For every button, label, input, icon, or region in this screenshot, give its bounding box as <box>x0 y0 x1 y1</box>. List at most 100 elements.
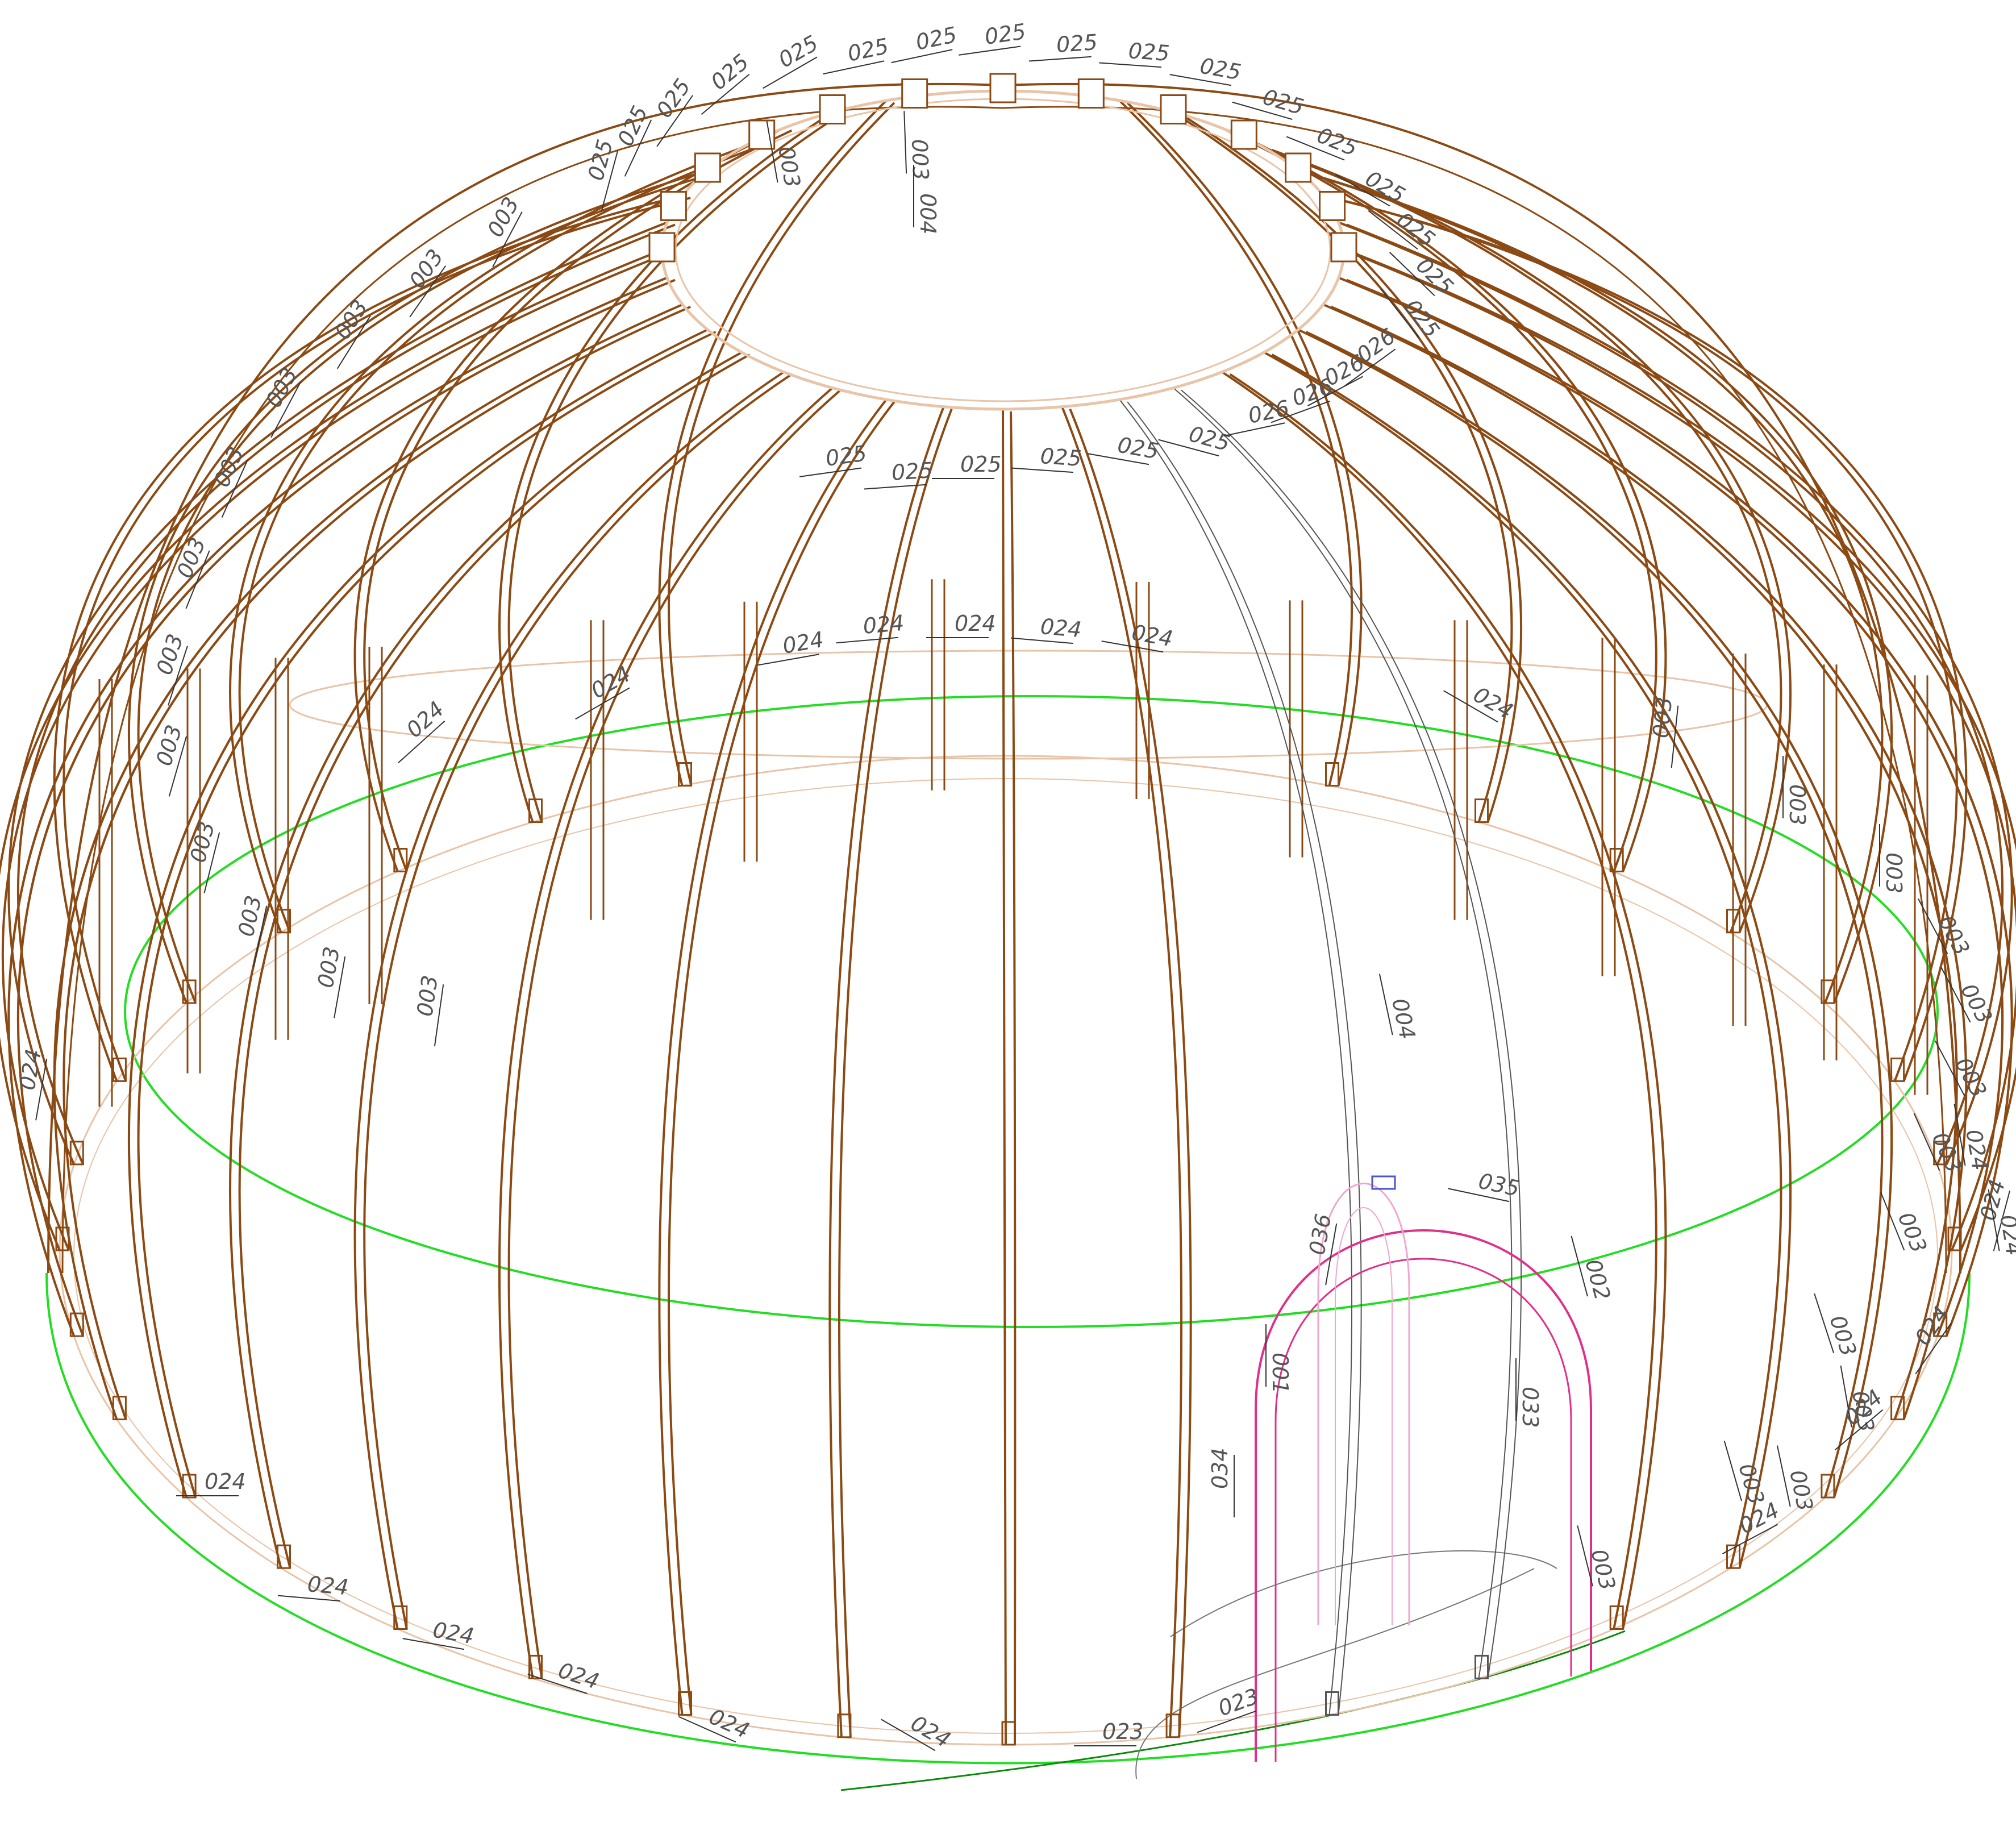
callout-label: 025 <box>1361 166 1410 208</box>
callout-label: 025 <box>613 102 653 149</box>
callout: 002 <box>1571 1229 1615 1304</box>
rib <box>18 224 675 1164</box>
callout-label: 025 <box>774 30 823 72</box>
rib <box>1352 252 2016 1250</box>
callout: 024 <box>176 1469 246 1496</box>
door-frame-layer <box>1256 1176 1591 1762</box>
callout-label: 003 <box>773 144 805 189</box>
callout-label: 025 <box>983 19 1027 49</box>
callout: 025 <box>749 30 823 88</box>
door-arch-outer <box>1256 1230 1591 1762</box>
callout: 003 <box>308 945 347 1018</box>
rib-layer <box>0 84 2016 1745</box>
callout-label: 024 <box>306 1571 349 1600</box>
callout: 025 <box>1099 36 1171 68</box>
floor-sketch-line <box>1136 1551 1557 1779</box>
rib <box>1062 407 1181 1737</box>
callout-leader <box>904 111 906 173</box>
ground-ring-front <box>47 1273 1969 1763</box>
callout-label: 003 <box>412 973 443 1018</box>
callout-label: 025 <box>960 452 1002 477</box>
crown-block <box>1320 192 1345 221</box>
rib <box>669 402 894 1715</box>
rib <box>1306 173 1892 1003</box>
callout-label: 024 <box>402 696 449 742</box>
callout-label: 025 <box>1314 123 1361 161</box>
callout: 023 <box>1074 1719 1144 1746</box>
callout-label: 025 <box>583 137 618 183</box>
callout-label: 024 <box>705 1704 753 1744</box>
rib <box>9 222 667 1164</box>
callout-label: 024 <box>587 661 635 703</box>
callout: 025 <box>955 19 1028 55</box>
rib <box>830 407 943 1737</box>
callout: 003 <box>143 631 190 705</box>
callout: 003 <box>904 110 933 181</box>
callout: 025 <box>818 34 892 74</box>
callout-label: 003 <box>185 819 219 865</box>
callout: 025 <box>863 457 934 489</box>
callout-label: 003 <box>152 631 188 678</box>
rib <box>64 307 690 1420</box>
callout-label: 003 <box>330 296 373 344</box>
callout-label: 003 <box>1881 852 1906 894</box>
callout: 024 <box>278 1569 349 1602</box>
callout-label: 025 <box>1056 30 1098 57</box>
crown-block <box>695 153 720 182</box>
crown-block <box>649 233 674 261</box>
callout-label: 025 <box>1039 443 1082 471</box>
callout: 004 <box>1380 968 1420 1042</box>
callout: 025 <box>1159 414 1233 457</box>
rib <box>1339 222 2002 1164</box>
callout-label: 003 <box>1893 1209 1932 1257</box>
callout-label: 003 <box>907 139 934 181</box>
callout-label: 023 <box>1102 1719 1144 1744</box>
callout: 024 <box>1102 615 1175 654</box>
callout-label: 024 <box>555 1658 602 1694</box>
callout: 023 <box>1188 1683 1263 1732</box>
callout-label: 001 <box>1268 1353 1293 1394</box>
rib <box>1003 409 1006 1745</box>
callout: 025 <box>576 137 619 211</box>
callout: 024 <box>403 1612 476 1651</box>
callout-label: 025 <box>1260 84 1307 119</box>
callout-label: 024 <box>1469 682 1518 724</box>
callout-label: 025 <box>1399 294 1444 342</box>
callout: 025 <box>1170 48 1243 87</box>
callout: 026 <box>1218 396 1292 436</box>
callout-label: 025 <box>1186 421 1232 456</box>
crown-block <box>990 74 1015 102</box>
callout: 035 <box>1448 1162 1522 1203</box>
callout-label: 025 <box>1127 38 1170 66</box>
callout: 024 <box>1011 611 1082 644</box>
steel-rib <box>1127 402 1361 1715</box>
callout: 024 <box>380 696 450 763</box>
callout: 024 <box>881 1696 955 1754</box>
callout: 001 <box>1266 1324 1293 1394</box>
callout-label: 003 <box>1825 1312 1861 1359</box>
rib <box>1070 409 1190 1737</box>
callout: 025 <box>932 452 1002 479</box>
crown-block <box>661 192 686 221</box>
callout-label: 024 <box>781 627 826 659</box>
callout: 003 <box>227 893 268 967</box>
callout: 003 <box>144 722 189 797</box>
callout-label: 003 <box>482 193 524 242</box>
callout: 025 <box>684 49 755 115</box>
door-arch-inner <box>1276 1259 1571 1762</box>
callout-label: 024 <box>1840 1385 1888 1430</box>
rib <box>1272 355 1790 1568</box>
rib <box>55 305 683 1420</box>
callout: 003 <box>1777 1440 1818 1514</box>
callout: 025 <box>1011 442 1082 473</box>
callout-label: 024 <box>1039 614 1082 642</box>
crown-block <box>902 80 927 108</box>
callout-label: 002 <box>1580 1257 1615 1303</box>
callout: 025 <box>1232 77 1307 122</box>
ground-ring-layer <box>47 696 1969 1790</box>
callout-label: 003 <box>404 245 448 293</box>
steel-rib <box>1119 400 1352 1715</box>
callout: 003 <box>408 973 444 1046</box>
